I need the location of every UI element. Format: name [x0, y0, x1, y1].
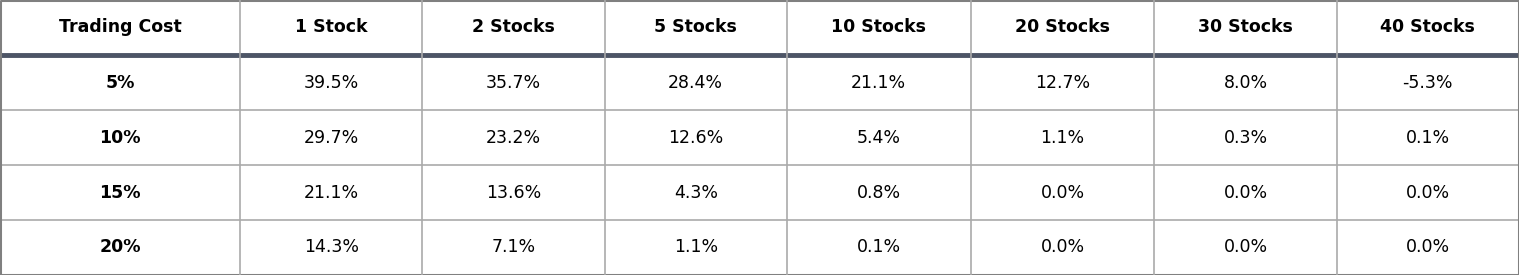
Text: 0.0%: 0.0%	[1041, 183, 1085, 202]
Text: 7.1%: 7.1%	[491, 238, 536, 257]
Bar	[787, 110, 971, 165]
Text: -5.3%: -5.3%	[1402, 73, 1454, 92]
Text: 10 Stocks: 10 Stocks	[831, 18, 927, 37]
Text: 0.1%: 0.1%	[857, 238, 901, 257]
Bar	[1154, 55, 1337, 110]
Text: 15%: 15%	[99, 183, 141, 202]
Bar	[240, 0, 422, 55]
Bar	[605, 220, 787, 275]
Text: 10%: 10%	[99, 128, 141, 147]
Text: 0.3%: 0.3%	[1223, 128, 1268, 147]
Text: 30 Stocks: 30 Stocks	[1198, 18, 1293, 37]
Bar	[971, 0, 1154, 55]
Bar	[605, 110, 787, 165]
Bar	[422, 220, 605, 275]
Bar	[422, 110, 605, 165]
Text: 20%: 20%	[99, 238, 141, 257]
Text: 21.1%: 21.1%	[304, 183, 358, 202]
Bar	[971, 55, 1154, 110]
Text: 20 Stocks: 20 Stocks	[1015, 18, 1110, 37]
Text: 8.0%: 8.0%	[1223, 73, 1268, 92]
Text: 29.7%: 29.7%	[304, 128, 358, 147]
Text: 0.0%: 0.0%	[1041, 238, 1085, 257]
Text: 13.6%: 13.6%	[486, 183, 541, 202]
Text: 12.6%: 12.6%	[668, 128, 723, 147]
Text: 0.0%: 0.0%	[1223, 183, 1268, 202]
Text: 5%: 5%	[105, 73, 135, 92]
Bar	[0, 0, 240, 55]
Bar	[1154, 110, 1337, 165]
Text: 12.7%: 12.7%	[1034, 73, 1091, 92]
Text: 1 Stock: 1 Stock	[295, 18, 368, 37]
Bar	[787, 0, 971, 55]
Bar	[422, 0, 605, 55]
Text: 1.1%: 1.1%	[1041, 128, 1085, 147]
Text: 35.7%: 35.7%	[486, 73, 541, 92]
Text: 2 Stocks: 2 Stocks	[472, 18, 554, 37]
Bar	[787, 165, 971, 220]
Bar	[1154, 165, 1337, 220]
Bar	[787, 55, 971, 110]
Bar	[1154, 0, 1337, 55]
Bar	[1337, 220, 1519, 275]
Bar	[1337, 0, 1519, 55]
Bar	[605, 165, 787, 220]
Bar	[971, 165, 1154, 220]
Bar	[0, 165, 240, 220]
Text: 14.3%: 14.3%	[304, 238, 358, 257]
Text: 39.5%: 39.5%	[304, 73, 358, 92]
Bar	[240, 165, 422, 220]
Bar	[0, 220, 240, 275]
Bar	[605, 0, 787, 55]
Text: 0.0%: 0.0%	[1223, 238, 1268, 257]
Text: 23.2%: 23.2%	[486, 128, 541, 147]
Text: 0.1%: 0.1%	[1405, 128, 1451, 147]
Bar	[1154, 220, 1337, 275]
Bar	[0, 110, 240, 165]
Text: 0.8%: 0.8%	[857, 183, 901, 202]
Bar	[1337, 165, 1519, 220]
Bar	[422, 165, 605, 220]
Bar	[240, 220, 422, 275]
Bar	[1337, 55, 1519, 110]
Bar	[0, 55, 240, 110]
Bar	[787, 220, 971, 275]
Text: 5.4%: 5.4%	[857, 128, 901, 147]
Text: 28.4%: 28.4%	[668, 73, 723, 92]
Bar	[971, 220, 1154, 275]
Bar	[240, 55, 422, 110]
Text: 40 Stocks: 40 Stocks	[1381, 18, 1475, 37]
Text: 1.1%: 1.1%	[673, 238, 718, 257]
Text: 21.1%: 21.1%	[851, 73, 907, 92]
Bar	[971, 110, 1154, 165]
Text: 0.0%: 0.0%	[1405, 183, 1451, 202]
Text: Trading Cost: Trading Cost	[59, 18, 181, 37]
Text: 0.0%: 0.0%	[1405, 238, 1451, 257]
Bar	[422, 55, 605, 110]
Bar	[240, 110, 422, 165]
Bar	[1337, 110, 1519, 165]
Bar	[605, 55, 787, 110]
Text: 4.3%: 4.3%	[674, 183, 717, 202]
Text: 5 Stocks: 5 Stocks	[655, 18, 737, 37]
